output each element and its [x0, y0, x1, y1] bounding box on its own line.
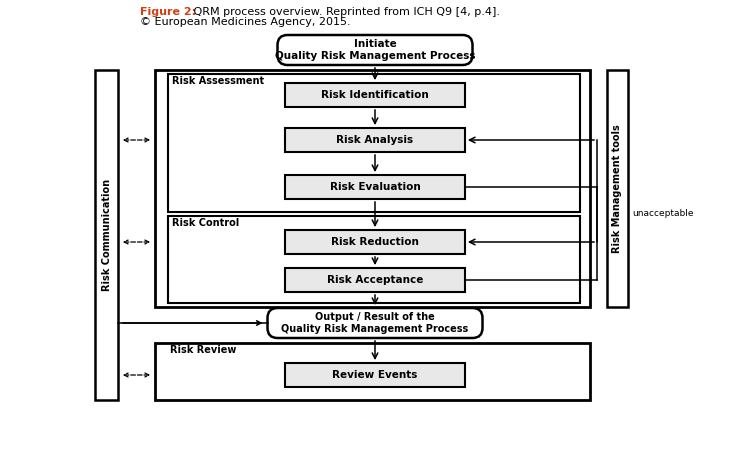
FancyBboxPatch shape	[278, 35, 472, 65]
Bar	[285, 83, 465, 107]
Text: Risk Communication: Risk Communication	[101, 179, 112, 291]
Text: © European Medicines Agency, 2015.: © European Medicines Agency, 2015.	[140, 17, 350, 27]
Bar	[285, 268, 465, 292]
Text: unacceptable: unacceptable	[632, 208, 694, 217]
Bar	[95, 70, 118, 400]
Bar	[155, 70, 590, 307]
Bar	[168, 74, 580, 212]
Text: Initiate
Quality Risk Management Process: Initiate Quality Risk Management Process	[274, 39, 476, 61]
Text: Risk Acceptance: Risk Acceptance	[327, 275, 423, 285]
Text: Risk Analysis: Risk Analysis	[337, 135, 413, 145]
Text: Risk Control: Risk Control	[172, 218, 239, 228]
Text: Output / Result of the
Quality Risk Management Process: Output / Result of the Quality Risk Mana…	[281, 312, 469, 334]
Bar	[285, 128, 465, 152]
Text: Review Events: Review Events	[332, 370, 418, 380]
Bar	[285, 363, 465, 387]
Bar	[168, 216, 580, 303]
Text: Risk Reduction: Risk Reduction	[331, 237, 419, 247]
Text: Risk Identification: Risk Identification	[321, 90, 429, 100]
Bar	[155, 343, 590, 400]
Text: Risk Management tools: Risk Management tools	[613, 124, 622, 253]
Text: QRM process overview. Reprinted from ICH Q9 [4, p.4].: QRM process overview. Reprinted from ICH…	[190, 7, 500, 17]
Text: Risk Review: Risk Review	[170, 345, 236, 355]
FancyBboxPatch shape	[268, 308, 482, 338]
Bar	[285, 230, 465, 254]
Text: Risk Assessment: Risk Assessment	[172, 76, 264, 86]
Text: Risk Evaluation: Risk Evaluation	[330, 182, 420, 192]
Bar	[285, 175, 465, 199]
Bar	[607, 70, 628, 307]
Text: Figure 2:: Figure 2:	[140, 7, 196, 17]
